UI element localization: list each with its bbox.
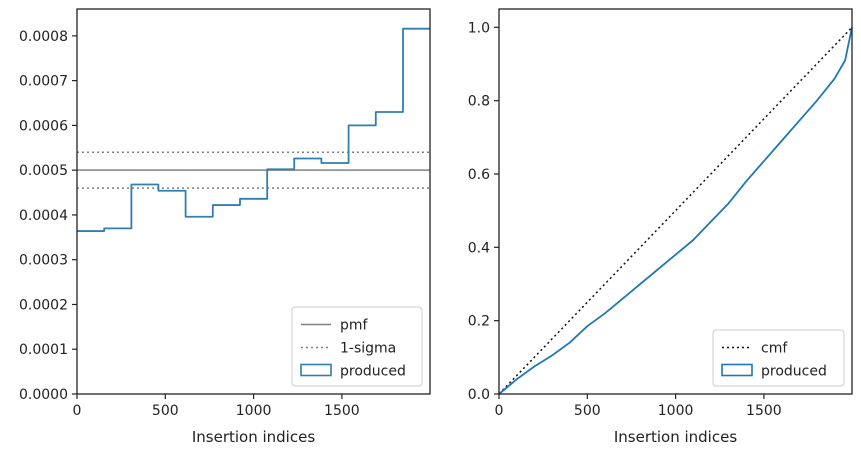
x-tick-label: 500 (152, 403, 179, 419)
y-tick-label: 0.0004 (19, 208, 68, 224)
y-tick-label: 0.6 (468, 167, 490, 183)
series-line-produced (77, 27, 430, 232)
y-tick-label: 0.4 (468, 240, 490, 256)
legend-label-produced: produced (761, 364, 827, 380)
y-tick-label: 0.0006 (19, 118, 68, 134)
y-tick-label: 0.0002 (19, 297, 68, 313)
y-tick-label: 1.0 (468, 20, 490, 36)
y-tick-label: 0.8 (468, 94, 490, 110)
legend-box (291, 306, 423, 387)
x-axis-title: Insertion indices (614, 428, 737, 446)
y-tick-label: 0.0001 (19, 342, 68, 358)
x-tick-label: 0 (495, 403, 504, 419)
y-tick-label: 0.0003 (19, 253, 68, 269)
legend-label-pmf: pmf (340, 318, 369, 334)
left-plot-pmf-histogram: 0 500 1000 1500 Insertion indices 0.0000 0.000… (19, 8, 431, 446)
x-tick-label: 1000 (236, 403, 272, 419)
legend: cmf produced (712, 329, 845, 387)
y-tick-label: 0.0007 (19, 74, 68, 90)
x-tick-label: 0 (73, 403, 82, 419)
series-line-produced (498, 27, 853, 395)
y-tick-label: 0.0005 (19, 163, 68, 179)
x-tick-label: 1500 (746, 403, 782, 419)
y-tick-label: 0.0008 (19, 29, 68, 45)
x-axis-title: Insertion indices (192, 428, 315, 446)
y-tick-label: 0.0 (468, 387, 490, 403)
y-tick-label: 0.2 (468, 314, 490, 330)
legend-label-cmf: cmf (761, 341, 788, 357)
right-plot-cmf-curve: 0 500 1000 1500 Insertion indices 0.0 0.2 0.4 0.… (468, 8, 853, 446)
legend-swatch-produced (300, 363, 332, 377)
legend-label-1-sigma: 1-sigma (340, 341, 396, 357)
legend: pmf 1-sigma produced (291, 306, 423, 387)
legend-swatch-produced (721, 363, 753, 377)
x-tick-label: 1000 (658, 403, 694, 419)
y-tick-label: 0.0000 (19, 387, 68, 403)
legend-label-produced: produced (340, 364, 406, 380)
legend-box (712, 329, 845, 387)
x-tick-label: 500 (574, 403, 601, 419)
x-tick-label: 1500 (324, 403, 360, 419)
